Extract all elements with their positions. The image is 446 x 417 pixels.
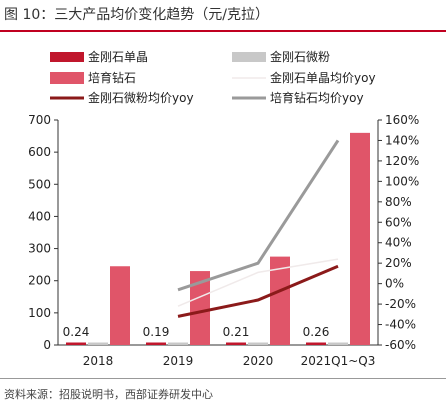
y-tick-label: 500 (28, 177, 51, 191)
y-tick-label: 100 (28, 306, 51, 320)
bar (66, 342, 86, 345)
y2-tick-label: -20% (385, 297, 416, 311)
y-tick-label: 0 (43, 338, 51, 352)
legend-label: 培育钻石 (88, 70, 136, 85)
x-tick-label: 2021Q1~Q3 (301, 354, 376, 368)
lines (177, 139, 340, 318)
y-tick-label: 200 (28, 274, 51, 288)
y2-tick-label: 100% (385, 174, 419, 188)
legend-label: 培育钻石均价yoy (270, 90, 364, 105)
bars (66, 132, 370, 345)
legend-label: 金刚石单晶均价yoy (270, 70, 376, 85)
y2-tick-label: 20% (385, 256, 412, 270)
x-tick-label: 2019 (163, 354, 194, 368)
bar (146, 342, 166, 345)
chart-title: 图 10：三大产品均价变化趋势（元/克拉） (4, 7, 269, 23)
footer-divider (0, 378, 446, 379)
legend-swatch (232, 52, 266, 62)
x-tick-label: 2020 (243, 354, 274, 368)
y2-tick-label: -40% (385, 318, 416, 332)
y2-tick-label: 140% (385, 133, 419, 147)
bar (110, 266, 130, 345)
axes: 0 100 200 300 400 500 600 700 -60% -40% -20% 0% 20% 4… (28, 113, 419, 368)
bar (88, 342, 108, 345)
bar (306, 342, 326, 345)
y-tick-label: 700 (28, 113, 51, 127)
data-label: 0.24 (63, 325, 90, 339)
legend-label: 金刚石单晶 (88, 49, 148, 64)
bar (190, 271, 210, 345)
y2-tick-label: 40% (385, 236, 412, 250)
x-tick-label: 2018 (83, 354, 114, 368)
bar (270, 256, 290, 345)
legend-label: 金刚石微粉 (270, 49, 330, 64)
legend-swatch (50, 52, 84, 62)
source-note: 资料来源：招股说明书，西部证券研发中心 (4, 388, 213, 401)
series-line (177, 139, 340, 292)
y2-tick-label: -60% (385, 338, 416, 352)
series-line (177, 258, 339, 307)
bar (350, 132, 370, 345)
bar (168, 342, 188, 345)
y2-tick-label: 80% (385, 195, 412, 209)
y2-tick-label: 120% (385, 154, 419, 168)
title-divider (0, 30, 446, 32)
data-label: 0.19 (143, 325, 170, 339)
y2-tick-label: 160% (385, 113, 419, 127)
legend-label: 金刚石微粉均价yoy (88, 90, 194, 105)
legend-swatch (50, 72, 84, 84)
data-label: 0.21 (223, 325, 250, 339)
data-labels: 0.24 0.19 0.21 0.26 (63, 325, 330, 339)
bar (226, 342, 246, 345)
bar (328, 342, 348, 345)
y-tick-label: 600 (28, 145, 51, 159)
series-line (177, 264, 339, 318)
y-tick-label: 400 (28, 209, 51, 223)
bar (248, 342, 268, 345)
y2-tick-label: 0% (385, 277, 404, 291)
y-tick-label: 300 (28, 242, 51, 256)
data-label: 0.26 (303, 325, 330, 339)
y2-tick-label: 60% (385, 215, 412, 229)
